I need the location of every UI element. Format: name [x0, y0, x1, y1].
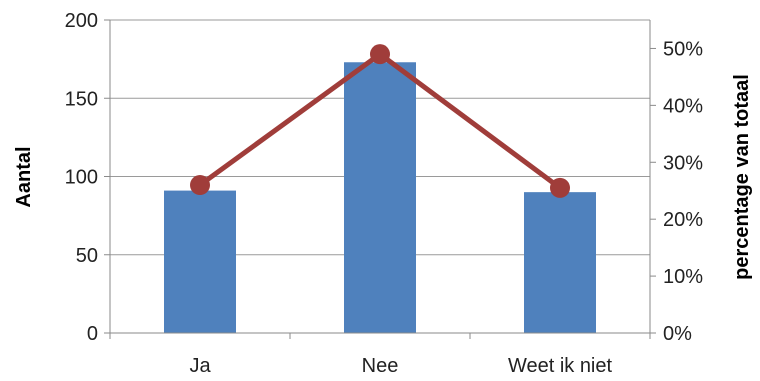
left-tick-label: 100: [65, 167, 98, 189]
right-axis-ticks: 0% 10% 20% 30% 40% 50%: [650, 38, 703, 345]
right-tick-label: 30%: [663, 152, 703, 174]
line-point: [550, 177, 570, 198]
line-point: [370, 44, 390, 65]
left-tick-label: 50: [76, 245, 98, 267]
right-tick-label: 10%: [663, 266, 703, 288]
bar: [344, 62, 416, 333]
left-tick-label: 150: [65, 88, 98, 110]
right-tick-label: 20%: [663, 209, 703, 231]
right-tick-label: 50%: [663, 38, 703, 60]
bar-series: [164, 62, 596, 333]
category-tick-label: Nee: [362, 355, 399, 377]
bar: [164, 190, 236, 333]
category-tick-label: Weet ik niet: [508, 355, 613, 377]
right-tick-label: 0%: [663, 323, 692, 345]
line-point: [190, 175, 210, 196]
left-axis-ticks: 0 50 100 150 200: [65, 10, 110, 345]
category-axis-ticks: Ja Nee Weet ik niet: [109, 333, 651, 377]
right-tick-label: 40%: [663, 95, 703, 117]
left-tick-label: 200: [65, 10, 98, 32]
left-tick-label: 0: [87, 323, 98, 345]
line-series: [190, 44, 570, 198]
category-tick-label: Ja: [189, 355, 211, 377]
left-axis-title: Aantal: [13, 146, 35, 207]
bar: [524, 192, 596, 333]
right-axis-title: percentage van totaal: [731, 74, 753, 280]
